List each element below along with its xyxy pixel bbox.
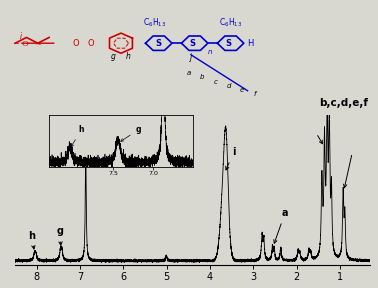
Text: f: f xyxy=(254,92,256,97)
Text: j: j xyxy=(190,54,192,62)
Text: a: a xyxy=(187,70,191,76)
Text: c: c xyxy=(214,79,217,84)
Text: S: S xyxy=(156,39,162,48)
Text: g: g xyxy=(121,126,141,141)
Text: g: g xyxy=(111,52,116,61)
Text: O: O xyxy=(87,39,94,48)
Text: i: i xyxy=(226,147,235,170)
Text: $\mathsf{\sim}$: $\mathsf{\sim}$ xyxy=(34,40,42,46)
Text: b: b xyxy=(200,74,204,80)
Text: g: g xyxy=(56,226,63,245)
Text: b,c,d,e,f: b,c,d,e,f xyxy=(319,98,369,108)
Text: a: a xyxy=(274,209,288,243)
Text: $\mathsf{C_6H_{13}}$: $\mathsf{C_6H_{13}}$ xyxy=(219,16,242,29)
Text: h: h xyxy=(28,231,35,249)
Text: j: j xyxy=(89,145,105,163)
Text: $\mathsf{C_6H_{13}}$: $\mathsf{C_6H_{13}}$ xyxy=(143,16,167,29)
Text: O: O xyxy=(72,39,79,48)
Text: i: i xyxy=(20,32,22,41)
Text: S: S xyxy=(226,39,232,48)
Text: n: n xyxy=(208,49,212,55)
Text: h: h xyxy=(71,126,84,147)
Text: $\sim$O: $\sim$O xyxy=(11,39,30,48)
Text: e: e xyxy=(240,87,244,93)
Text: h: h xyxy=(126,52,131,61)
Text: d: d xyxy=(226,83,231,89)
Text: H: H xyxy=(248,39,254,48)
Text: S: S xyxy=(190,39,196,48)
